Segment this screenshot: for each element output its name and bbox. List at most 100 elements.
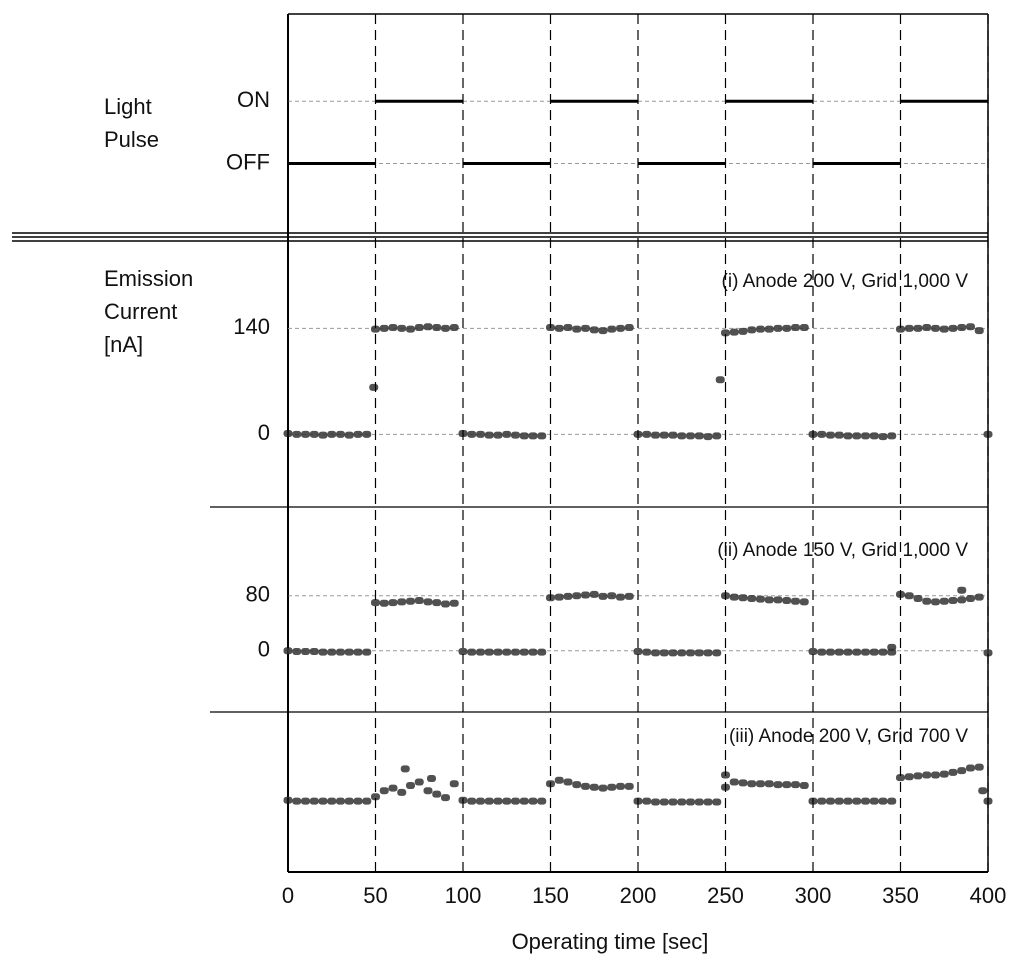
data-point [476,430,485,438]
data-point [554,324,564,332]
data-point [484,797,494,805]
data-point [659,649,669,657]
data-point [371,599,380,607]
data-point [344,797,354,805]
data-point [397,598,407,606]
y-axis-label: Light [104,94,152,119]
data-point [896,774,905,782]
data-point [633,647,643,655]
data-point [353,430,363,438]
data-point [756,780,765,788]
data-point [904,324,914,332]
data-point [476,648,485,656]
data-point [336,430,345,438]
data-point [449,780,459,788]
data-point [362,797,372,805]
data-point [379,787,389,795]
data-point [449,324,459,332]
y-axis-label: [nA] [104,332,143,357]
data-point [703,433,713,441]
data-point [309,647,319,655]
x-axis-label: Operating time [sec] [512,929,709,954]
data-point [336,648,345,656]
data-point [388,784,398,792]
data-point [458,647,468,655]
data-point [978,787,988,795]
data-point [519,432,529,440]
x-tick-label: 200 [620,883,657,908]
data-point [738,779,748,787]
data-point [715,376,725,384]
data-point [511,431,520,439]
data-point [887,643,897,651]
data-point [502,797,512,805]
data-point [589,783,599,791]
data-point [519,797,529,805]
data-point [369,383,379,391]
data-point [668,798,678,806]
data-point [966,323,975,331]
data-point [677,798,687,806]
data-point [913,772,923,780]
data-point [843,432,853,440]
data-point [292,797,302,805]
data-point [799,324,809,332]
data-point [764,325,774,333]
data-point [537,432,547,440]
data-point [318,648,328,656]
data-point [318,431,328,439]
data-point [581,324,590,332]
data-point [861,432,870,440]
data-point [703,798,713,806]
data-point [327,797,337,805]
x-tick-label: 50 [363,883,387,908]
data-point [966,764,975,772]
data-point [432,790,442,798]
data-point [677,649,687,657]
y-tick-label: 0 [258,637,270,662]
x-tick-label: 300 [795,883,832,908]
data-point [817,648,827,656]
data-point [301,647,310,655]
data-point [703,649,713,657]
data-point [896,325,905,333]
data-point [414,324,424,332]
y-axis-label: Emission [104,266,193,291]
data-point [843,797,853,805]
data-point [616,324,625,332]
x-tick-label: 400 [970,883,1007,908]
data-point [563,592,573,600]
data-point [791,781,800,789]
data-point [773,324,783,332]
data-point [913,594,923,602]
data-point [301,430,310,438]
data-point [738,594,748,602]
data-point [554,776,564,784]
data-point [476,797,485,805]
data-point [528,432,538,440]
data-point [283,647,293,655]
data-point [336,797,345,805]
data-point [432,599,442,607]
data-point [519,648,529,656]
data-point [467,648,477,656]
data-point [467,430,477,438]
data-point [493,648,503,656]
data-point [922,597,932,605]
y-tick-label: 0 [258,420,270,445]
data-point [729,778,739,786]
data-point [773,596,783,604]
data-point [292,430,302,438]
data-point [922,324,932,332]
data-point [957,596,967,604]
data-point [427,774,436,782]
data-point [406,597,415,605]
data-point [642,797,652,805]
data-point [642,648,652,656]
data-point [379,324,389,332]
data-point [869,797,879,805]
data-point [764,596,774,604]
data-point [939,325,949,333]
data-point [799,781,809,789]
data-point [651,798,660,806]
